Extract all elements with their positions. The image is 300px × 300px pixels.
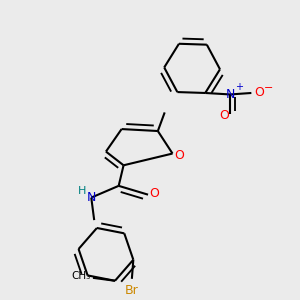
Text: CH₃: CH₃ xyxy=(71,272,91,281)
Text: H: H xyxy=(78,186,87,196)
Text: Br: Br xyxy=(125,284,139,297)
Text: O: O xyxy=(150,187,159,200)
Text: O: O xyxy=(174,148,184,161)
Text: N: N xyxy=(226,88,235,101)
Text: −: − xyxy=(264,83,273,93)
Text: O: O xyxy=(219,109,229,122)
Text: N: N xyxy=(87,191,96,204)
Text: +: + xyxy=(235,82,243,92)
Text: O: O xyxy=(254,86,264,100)
